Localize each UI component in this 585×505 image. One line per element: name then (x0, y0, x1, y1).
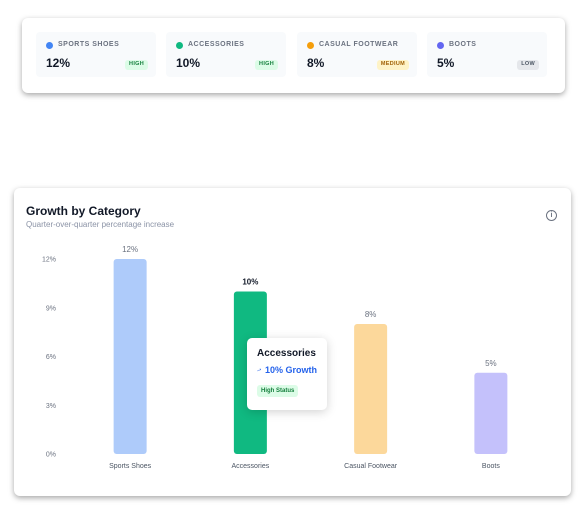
status-badge: HIGH (255, 60, 278, 70)
status-badge: LOW (517, 60, 539, 70)
data-label: 10% (242, 278, 258, 287)
chart-subtitle: Quarter-over-quarter percentage increase (26, 220, 175, 229)
trending-up-icon (257, 368, 261, 372)
y-tick-label: 9% (46, 305, 56, 312)
kpi-label: SPORTS SHOES (58, 41, 120, 48)
x-tick-label: Sports Shoes (109, 463, 152, 470)
kpi-tile-accessories: ACCESSORIES 10% HIGH (166, 32, 286, 77)
bar-sports-shoes[interactable] (113, 259, 147, 454)
info-icon[interactable]: i (546, 210, 557, 221)
y-tick-label: 12% (42, 257, 56, 264)
casual-footwear-dot-icon (307, 42, 314, 49)
tooltip-growth: 10% Growth (264, 365, 317, 375)
kpi-tile-casual-footwear: CASUAL FOOTWEAR 8% MEDIUM (297, 32, 417, 77)
kpi-value: 12% (46, 56, 71, 70)
kpi-value: 5% (437, 56, 455, 70)
sports-shoes-dot-icon (46, 42, 53, 49)
data-label: 5% (485, 359, 497, 368)
growth-bar-chart: 0% 3% 6% 9% 12% 12% Sports Shoes 10% Accessories… (42, 245, 508, 470)
tooltip-growth-row: 10% Growth (257, 365, 317, 375)
boots-dot-icon (437, 42, 444, 49)
x-tick-label: Boots (482, 463, 500, 470)
x-tick-label: Casual Footwear (344, 463, 398, 470)
kpi-tile-sports-shoes: SPORTS SHOES 12% HIGH (36, 32, 156, 77)
kpi-label: ACCESSORIES (188, 41, 245, 48)
tooltip-status-badge: High Status (257, 385, 299, 397)
status-badge: MEDIUM (376, 60, 409, 70)
data-label: 12% (122, 245, 138, 254)
category-summary-card: SPORTS SHOES 12% HIGH ACCESSORIES 10% HI… (22, 18, 565, 93)
tooltip-title: Accessories (257, 348, 316, 359)
bar-casual-footwear[interactable] (354, 324, 388, 454)
status-badge: HIGH (125, 60, 148, 70)
x-tick-label: Accessories (232, 463, 270, 470)
y-tick-label: 3% (46, 403, 56, 410)
kpi-value: 8% (307, 56, 325, 70)
bar-boots[interactable] (474, 372, 508, 454)
kpi-label: CASUAL FOOTWEAR (319, 41, 399, 48)
chart-tooltip: Accessories 10% Growth High Status (247, 338, 327, 410)
kpi-tile-boots: BOOTS 5% LOW (427, 32, 547, 77)
accessories-dot-icon (176, 42, 183, 49)
kpi-value: 10% (176, 56, 201, 70)
growth-chart-card: Growth by Category Quarter-over-quarter … (14, 188, 571, 496)
y-tick-label: 6% (46, 354, 56, 361)
chart-title: Growth by Category (26, 204, 141, 218)
y-tick-label: 0% (46, 452, 56, 459)
data-label: 8% (365, 310, 377, 319)
kpi-label: BOOTS (449, 41, 477, 48)
